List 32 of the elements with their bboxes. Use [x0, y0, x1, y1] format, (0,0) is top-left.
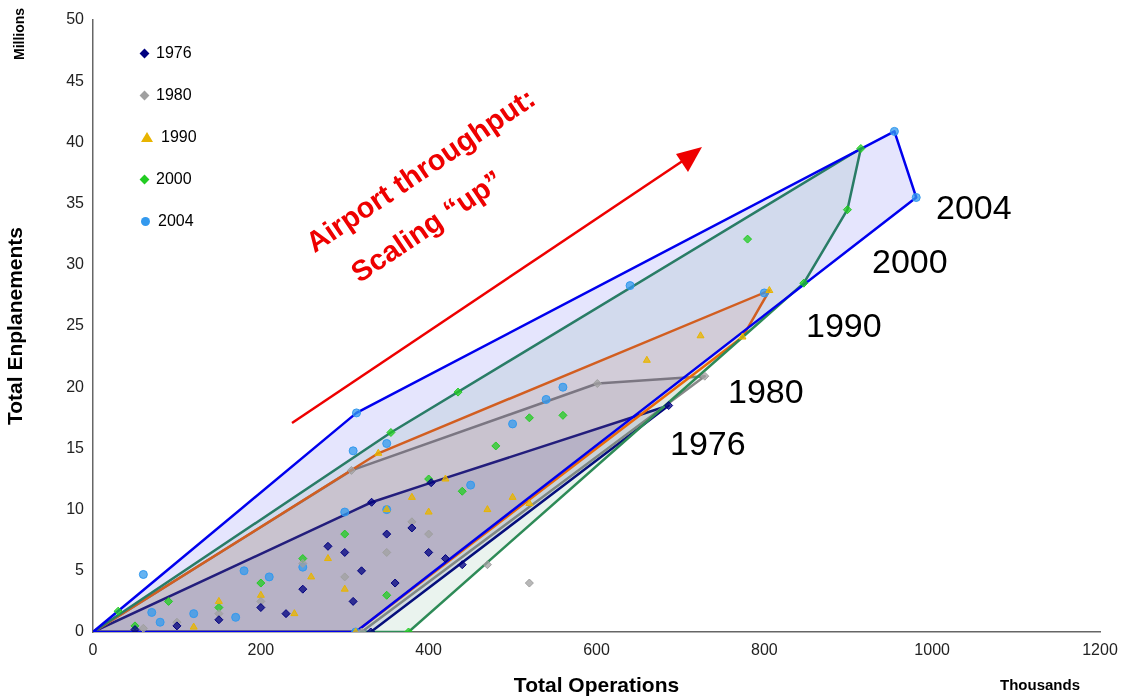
- x-axis-title: Total Operations: [513, 673, 680, 697]
- y-tick-label: 20: [66, 377, 85, 395]
- y-tick-label: 15: [66, 438, 85, 456]
- x-tick-label: 1000: [914, 641, 951, 659]
- text: Millions: [11, 7, 27, 60]
- y-axis-title: Total Enplanements: [3, 227, 27, 425]
- annotation: 1980: [728, 372, 804, 411]
- y-tick-label: 40: [66, 132, 85, 150]
- x-tick-label: 1200: [1082, 641, 1118, 659]
- y-tick-label: 5: [75, 561, 85, 579]
- legend-label: 2000: [156, 170, 192, 188]
- x-tick-label: 0: [88, 641, 98, 659]
- x-tick-label: 400: [415, 641, 443, 659]
- text: Thousands: [1000, 676, 1081, 693]
- legend-label: 1990: [161, 128, 197, 146]
- y-tick-label: 0: [75, 622, 85, 640]
- y-tick-label: 25: [66, 316, 85, 334]
- annotation: 1976: [670, 424, 746, 463]
- annotation: 1990: [806, 306, 882, 345]
- legend-label: 2004: [158, 212, 194, 230]
- y-tick-label: 30: [66, 255, 85, 273]
- y-tick-label: 10: [66, 500, 85, 518]
- x-tick-label: 200: [247, 641, 275, 659]
- legend-label: 1980: [156, 86, 192, 104]
- annotation: 2004: [936, 188, 1012, 227]
- legend-label: 1976: [156, 44, 192, 62]
- y-tick-label: 35: [66, 194, 85, 212]
- x-tick-label: 800: [750, 641, 778, 659]
- y-tick-label: 50: [66, 10, 85, 28]
- annotation: 2000: [872, 242, 948, 281]
- x-tick-label: 600: [583, 641, 610, 659]
- y-tick-label: 45: [66, 71, 85, 89]
